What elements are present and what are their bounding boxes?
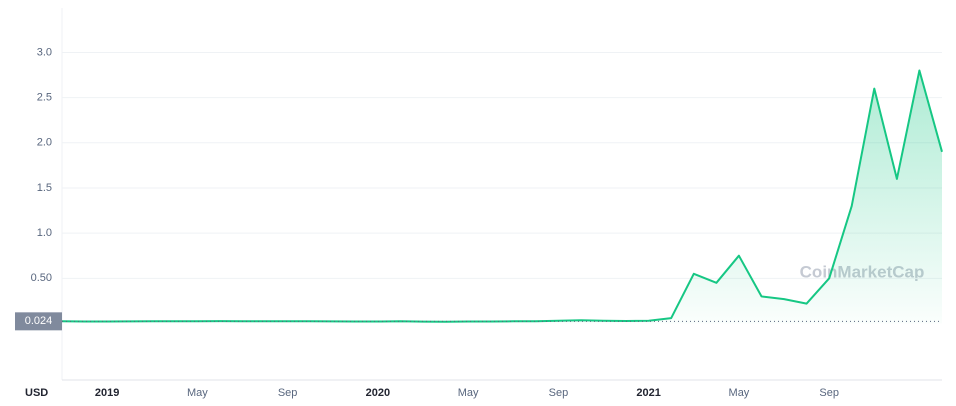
y-tick-label: 2.5 — [37, 92, 52, 104]
y-tick-label: 0.50 — [31, 272, 52, 284]
y-tick-label: 3.0 — [37, 46, 52, 58]
x-tick-label: May — [729, 387, 750, 399]
x-tick-label: Sep — [819, 387, 839, 399]
x-tick-label: 2020 — [366, 387, 390, 399]
x-tick-label: 2021 — [636, 387, 660, 399]
y-tick-label: 2.0 — [37, 137, 52, 149]
price-line — [61, 69, 943, 323]
x-tick-label: 2019 — [95, 387, 119, 399]
price-marker-box — [15, 312, 62, 331]
x-tick-label: Sep — [549, 387, 569, 399]
x-tick-label: Sep — [278, 387, 298, 399]
y-tick-label: 1.5 — [37, 182, 52, 194]
y-tick-label: 1.0 — [37, 227, 52, 239]
area — [62, 70, 942, 324]
unit-label: USD — [25, 387, 48, 399]
price-marker-label: 0.024 — [25, 315, 53, 327]
x-tick-label: May — [458, 387, 479, 399]
x-tick-label: May — [187, 387, 208, 399]
